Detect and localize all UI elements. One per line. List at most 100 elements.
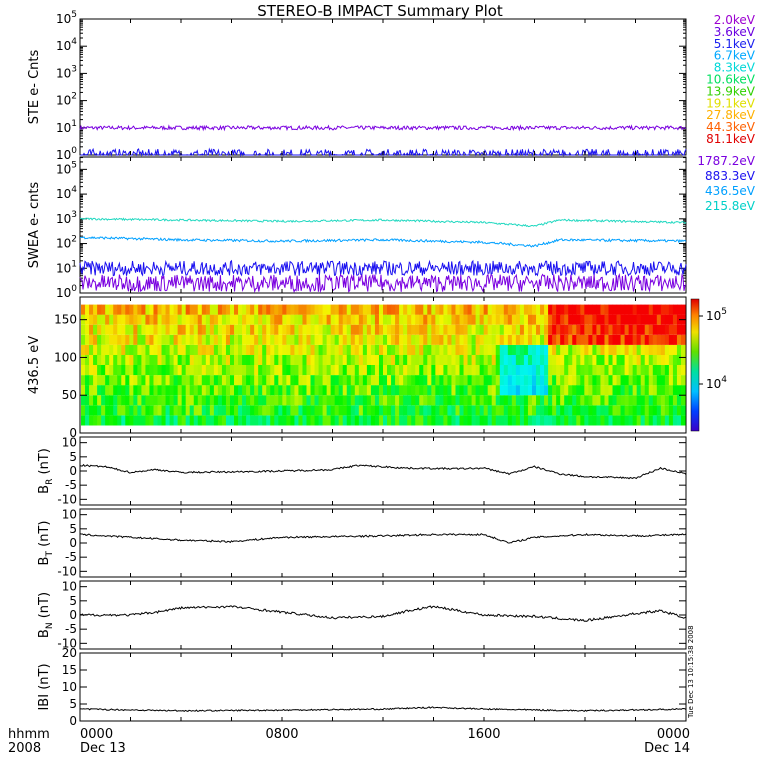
heatmap-cell <box>298 385 304 396</box>
heatmap-cell <box>242 375 247 386</box>
heatmap-cell <box>370 304 376 315</box>
heatmap-cell <box>101 344 106 355</box>
heatmap-cell <box>201 415 207 426</box>
heatmap-cell <box>515 344 521 355</box>
heatmap-cell <box>306 334 312 345</box>
heatmap-cell <box>97 395 102 406</box>
heatmap-cell <box>141 304 147 315</box>
heatmap-cell <box>411 314 416 325</box>
heatmap-cell <box>185 385 191 396</box>
heatmap-cell <box>423 415 428 426</box>
heatmap-cell <box>250 344 255 355</box>
heatmap-cell <box>246 354 251 365</box>
heatmap-cell <box>608 334 614 345</box>
heatmap-cell <box>177 344 183 355</box>
heatmap-cell <box>531 405 537 416</box>
heatmap-cell <box>435 314 440 325</box>
heatmap-cell <box>197 365 203 376</box>
heatmap-cell <box>668 395 674 406</box>
heatmap-cell <box>366 314 372 325</box>
heatmap-cell <box>358 324 364 335</box>
series-line <box>79 124 687 132</box>
heatmap-cell <box>564 415 569 426</box>
heatmap-cell <box>378 334 384 345</box>
heatmap-cell <box>483 314 489 325</box>
heatmap-cell <box>346 395 352 406</box>
heatmap-cell <box>322 334 328 345</box>
heatmap-cell <box>330 375 336 386</box>
heatmap-cell <box>113 324 118 335</box>
heatmap-cell <box>306 304 312 315</box>
heatmap-cell <box>604 344 610 355</box>
heatmap-cell <box>487 344 493 355</box>
heatmap-cell <box>391 304 396 315</box>
heatmap-cell <box>447 304 453 315</box>
heatmap-cell <box>145 365 151 376</box>
heatmap-cell <box>427 385 432 396</box>
heatmap-cell <box>145 344 151 355</box>
heatmap-cell <box>656 344 662 355</box>
heatmap-cell <box>113 304 118 315</box>
heatmap-cell <box>354 334 360 345</box>
heatmap-cell <box>680 405 686 416</box>
heatmap-cell <box>81 365 86 376</box>
heatmap-cell <box>322 375 328 386</box>
heatmap-cell <box>109 415 114 426</box>
heatmap-cell <box>181 344 187 355</box>
heatmap-cell <box>306 324 312 335</box>
heatmap-cell <box>149 385 155 396</box>
heatmap-cell <box>121 405 126 416</box>
heatmap-cell <box>499 415 505 426</box>
heatmap-cell <box>201 324 207 335</box>
heatmap-cell <box>149 314 155 325</box>
heatmap-cell <box>137 314 142 325</box>
heatmap-cell <box>121 354 126 365</box>
heatmap-cell <box>479 344 485 355</box>
legend-entry: 44.3keV <box>706 120 756 134</box>
heatmap-cell <box>640 375 646 386</box>
heatmap-cell <box>342 304 348 315</box>
heatmap-cell <box>330 344 336 355</box>
heatmap-cell <box>383 365 388 376</box>
heatmap-cell <box>612 375 618 386</box>
heatmap-cell <box>133 375 138 386</box>
heatmap-cell <box>523 365 529 376</box>
heatmap-cell <box>350 354 356 365</box>
heatmap-cell <box>455 385 461 396</box>
heatmap-cell <box>113 395 118 406</box>
heatmap-cell <box>278 304 283 315</box>
heatmap-cell <box>286 334 291 345</box>
heatmap-cell <box>475 375 481 386</box>
heatmap-cell <box>354 415 360 426</box>
heatmap-cell <box>423 375 428 386</box>
heatmap-cell <box>342 415 348 426</box>
heatmap-cell <box>117 395 122 406</box>
heatmap-cell <box>149 354 155 365</box>
heatmap-cell <box>580 324 585 335</box>
heatmap-cell <box>85 304 90 315</box>
heatmap-cell <box>266 405 271 416</box>
heatmap-cell <box>540 344 545 355</box>
heatmap-cell <box>310 395 316 406</box>
heatmap-cell <box>415 395 420 406</box>
heatmap-cell <box>403 385 408 396</box>
heatmap-cell <box>189 334 195 345</box>
heatmap-cell <box>636 314 642 325</box>
heatmap-cell <box>435 304 440 315</box>
heatmap-cell <box>640 314 646 325</box>
heatmap-cell <box>262 415 267 426</box>
heatmap-cell <box>161 415 167 426</box>
heatmap-cell <box>499 395 505 406</box>
heatmap-cell <box>399 375 404 386</box>
heatmap-cell <box>411 354 416 365</box>
heatmap-cell <box>620 395 626 406</box>
heatmap-cell <box>346 304 352 315</box>
heatmap-cell <box>282 314 287 325</box>
heatmap-cell <box>411 304 416 315</box>
heatmap-cell <box>350 415 356 426</box>
heatmap-cell <box>165 375 171 386</box>
heatmap-cell <box>93 334 98 345</box>
heatmap-cell <box>153 365 159 376</box>
heatmap-cell <box>221 314 227 325</box>
